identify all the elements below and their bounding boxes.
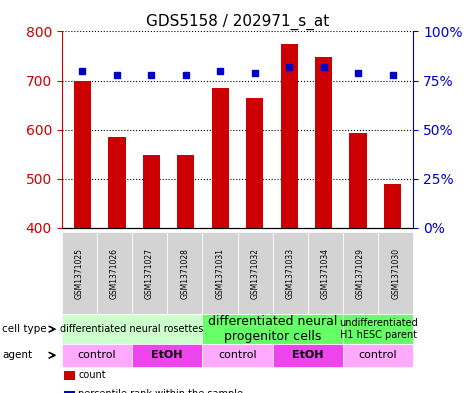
Text: differentiated neural rosettes: differentiated neural rosettes xyxy=(60,324,204,334)
Text: EtOH: EtOH xyxy=(292,350,323,360)
Text: cell type: cell type xyxy=(2,324,47,334)
Bar xyxy=(246,98,263,228)
Bar xyxy=(315,57,332,228)
Text: control: control xyxy=(77,350,116,360)
Text: count: count xyxy=(78,369,106,380)
Text: GSM1371026: GSM1371026 xyxy=(110,248,119,299)
Text: agent: agent xyxy=(2,350,32,360)
Text: GSM1371030: GSM1371030 xyxy=(391,248,400,299)
Bar xyxy=(384,184,401,228)
Bar xyxy=(177,155,194,228)
Text: GSM1371028: GSM1371028 xyxy=(180,248,189,299)
Text: GSM1371032: GSM1371032 xyxy=(251,248,259,299)
Bar xyxy=(212,88,229,228)
Text: undifferentiated
H1 hESC parent: undifferentiated H1 hESC parent xyxy=(339,318,418,340)
Text: differentiated neural
progenitor cells: differentiated neural progenitor cells xyxy=(208,315,337,343)
Bar xyxy=(350,133,367,228)
Bar xyxy=(281,44,298,228)
Text: control: control xyxy=(359,350,398,360)
Text: percentile rank within the sample: percentile rank within the sample xyxy=(78,389,243,393)
Text: GSM1371027: GSM1371027 xyxy=(145,248,154,299)
Text: GSM1371031: GSM1371031 xyxy=(216,248,224,299)
Bar xyxy=(74,81,91,228)
Text: GSM1371025: GSM1371025 xyxy=(75,248,84,299)
Text: control: control xyxy=(218,350,257,360)
Bar xyxy=(108,137,125,228)
Text: GSM1371033: GSM1371033 xyxy=(286,248,294,299)
Text: GDS5158 / 202971_s_at: GDS5158 / 202971_s_at xyxy=(146,14,329,30)
Bar xyxy=(142,155,160,228)
Text: EtOH: EtOH xyxy=(152,350,183,360)
Text: GSM1371029: GSM1371029 xyxy=(356,248,365,299)
Text: GSM1371034: GSM1371034 xyxy=(321,248,330,299)
